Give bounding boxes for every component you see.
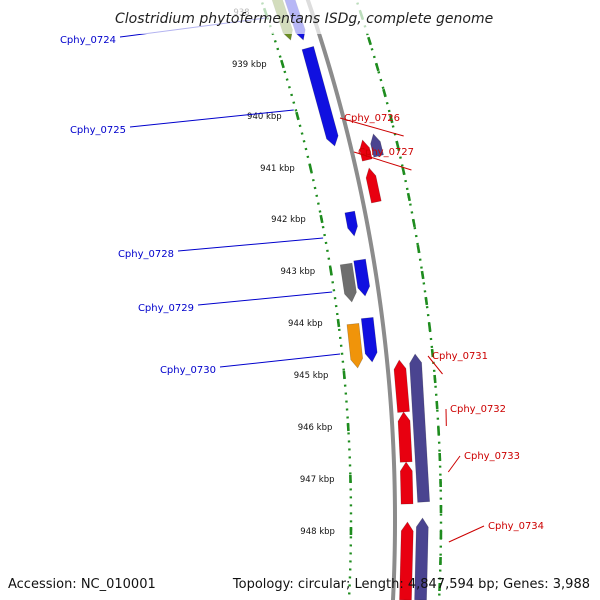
gene-cphy-0731b-arrow <box>409 353 430 503</box>
scale-label: 946 kbp <box>298 423 333 433</box>
gene-cphy-0725-arrow <box>301 46 339 147</box>
scale-tick <box>280 59 285 69</box>
gene-label-reverse: Cphy_0731 <box>432 351 488 362</box>
map-title: Clostridium phytofermentans ISDg, comple… <box>115 11 493 27</box>
genome-summary-text: Topology: circular; Length: 4,847,594 bp… <box>232 577 590 592</box>
outer-major-tick <box>388 114 394 124</box>
outer-major-tick <box>367 36 372 46</box>
scale-tick <box>295 111 300 121</box>
gene-label-leader <box>447 455 461 473</box>
outer-major-tick <box>406 192 411 202</box>
gene-label-reverse: Cphy_0734 <box>488 521 544 532</box>
scale-label: 941 kbp <box>260 164 295 174</box>
gene-label-leader <box>353 151 412 171</box>
inner-tick-ring <box>259 0 353 600</box>
scale-label: 939 kbp <box>232 60 267 70</box>
outer-major-tick <box>401 166 406 176</box>
outer-tick-ring <box>355 0 443 600</box>
scale-tick <box>336 318 341 328</box>
scale-tick <box>308 163 313 173</box>
gene-cphy-0733-arrow <box>399 461 414 505</box>
outer-major-tick <box>420 270 425 280</box>
scale-label: 940 kbp <box>247 112 282 122</box>
scale-label: 944 kbp <box>288 319 323 329</box>
outer-major-tick <box>395 140 400 150</box>
gene-label-forward: Cphy_0724 <box>60 35 116 46</box>
scale-label: 943 kbp <box>281 267 316 277</box>
gene-label-leader <box>129 109 294 128</box>
title-band <box>0 0 600 34</box>
gene-label-leader <box>339 117 404 137</box>
gene-cphy-0732-arrow <box>397 411 413 463</box>
gene-label-leader <box>177 237 324 252</box>
gene-label-reverse: Cphy_0727 <box>358 147 414 158</box>
outer-major-tick <box>433 374 437 384</box>
outer-major-tick <box>411 218 416 228</box>
accession-text: Accession: NC_010001 <box>8 577 156 592</box>
outer-major-tick <box>382 88 387 98</box>
gene-cphy-0726-arrow <box>359 139 373 162</box>
scale-tick <box>319 214 324 224</box>
scale-label: 945 kbp <box>294 371 329 381</box>
outer-major-tick <box>416 244 421 254</box>
gene-label-leader <box>219 353 341 368</box>
outer-major-tick <box>427 322 432 332</box>
outer-major-tick <box>435 400 439 410</box>
gene-cphy-0734b-arrow <box>414 517 429 600</box>
gene-label-forward: Cphy_0728 <box>118 249 174 260</box>
gene-label-forward: Cphy_0730 <box>160 365 216 376</box>
gene-cphy-0729a-arrow <box>339 262 357 303</box>
gene-label-reverse: Cphy_0732 <box>450 404 506 415</box>
gene-label-leader <box>427 355 443 375</box>
gene-label-forward: Cphy_0725 <box>70 125 126 136</box>
gene-cphy-0726b-arrow <box>370 133 384 158</box>
gene-label-forward: Cphy_0729 <box>138 303 194 314</box>
scale-label: 942 kbp <box>271 215 306 225</box>
gene-cphy-0730-arrow <box>360 316 378 363</box>
scale-tick <box>342 370 346 380</box>
gene-cphy-0727-arrow <box>365 167 382 204</box>
gene-label-leader <box>197 291 333 306</box>
gene-label-reverse: Cphy_0733 <box>464 451 520 462</box>
outer-major-tick <box>424 296 429 306</box>
scale-tick <box>328 266 333 276</box>
gene-cphy-0730a-arrow <box>346 323 363 369</box>
genome-backbone <box>305 0 398 600</box>
gene-cphy-0728-arrow <box>344 210 358 237</box>
outer-major-tick <box>430 348 435 358</box>
gene-label-reverse: Cphy_0726 <box>344 113 400 124</box>
scale-label: 948 kbp <box>300 527 335 537</box>
gene-cphy-0731-arrow <box>393 359 410 413</box>
gene-cphy-0734-arrow <box>399 521 414 600</box>
gene-cphy-0729-arrow <box>353 258 371 297</box>
gene-label-leader <box>448 525 485 543</box>
outer-major-tick <box>374 62 380 72</box>
scale-label: 947 kbp <box>300 475 335 485</box>
